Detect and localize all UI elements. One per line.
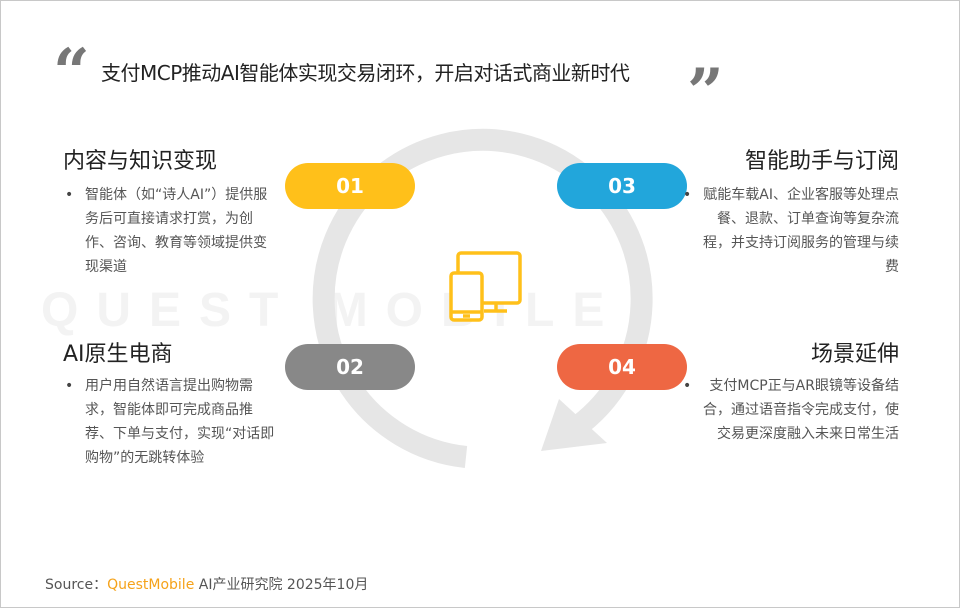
item-01-desc: 智能体（如“诗人AI”）提供服务后可直接请求打赏，为创作、咨询、教育等领域提供变… — [63, 183, 278, 279]
item-04-heading: 场景延伸 — [810, 342, 899, 367]
item-04-text: 支付MCP正与AR眼镜等设备结合，通过语音指令完成支付，使交易更深度融入未来日常… — [703, 378, 899, 442]
item-04-desc: 支付MCP正与AR眼镜等设备结合，通过语音指令完成支付，使交易更深度融入未来日常… — [683, 374, 899, 446]
ring-arrowhead — [541, 399, 607, 451]
item-01-heading: 内容与知识变现 — [63, 149, 218, 174]
item-03-text: 赋能车载AI、企业客服等处理点餐、退款、订单查询等复杂流程，并支持订阅服务的管理… — [703, 187, 899, 275]
step-01-badge: 01 — [285, 163, 415, 209]
item-03-desc: 赋能车载AI、企业客服等处理点餐、退款、订单查询等复杂流程，并支持订阅服务的管理… — [683, 183, 899, 279]
step-02-badge: 02 — [285, 344, 415, 390]
bullet: • — [683, 187, 692, 203]
item-02-desc: 用户用自然语言提出购物需求，智能体即可完成商品推荐、下单与支付，实现“对话即购物… — [63, 374, 278, 470]
source-footer: Source：QuestMobile AI产业研究院 2025年10月 — [45, 574, 368, 594]
bullet: • — [683, 378, 692, 394]
close-quote-icon: ” — [687, 55, 724, 130]
brand-name: QuestMobile — [107, 577, 195, 593]
open-quote-icon: “ — [53, 35, 90, 110]
step-04-badge: 04 — [557, 344, 687, 390]
item-02-text: 用户用自然语言提出购物需求，智能体即可完成商品推荐、下单与支付，实现“对话即购物… — [63, 374, 278, 470]
item-02-heading: AI原生电商 — [63, 342, 173, 367]
item-03-heading: 智能助手与订阅 — [744, 149, 899, 174]
page-title: 支付MCP推动AI智能体实现交易闭环，开启对话式商业新时代 — [101, 61, 630, 85]
devices-icon — [449, 251, 522, 322]
step-03-badge: 03 — [557, 163, 687, 209]
source-label: Source： — [45, 577, 108, 593]
source-detail: AI产业研究院 2025年10月 — [194, 577, 369, 593]
item-01-text: 智能体（如“诗人AI”）提供服务后可直接请求打赏，为创作、咨询、教育等领域提供变… — [63, 183, 278, 279]
